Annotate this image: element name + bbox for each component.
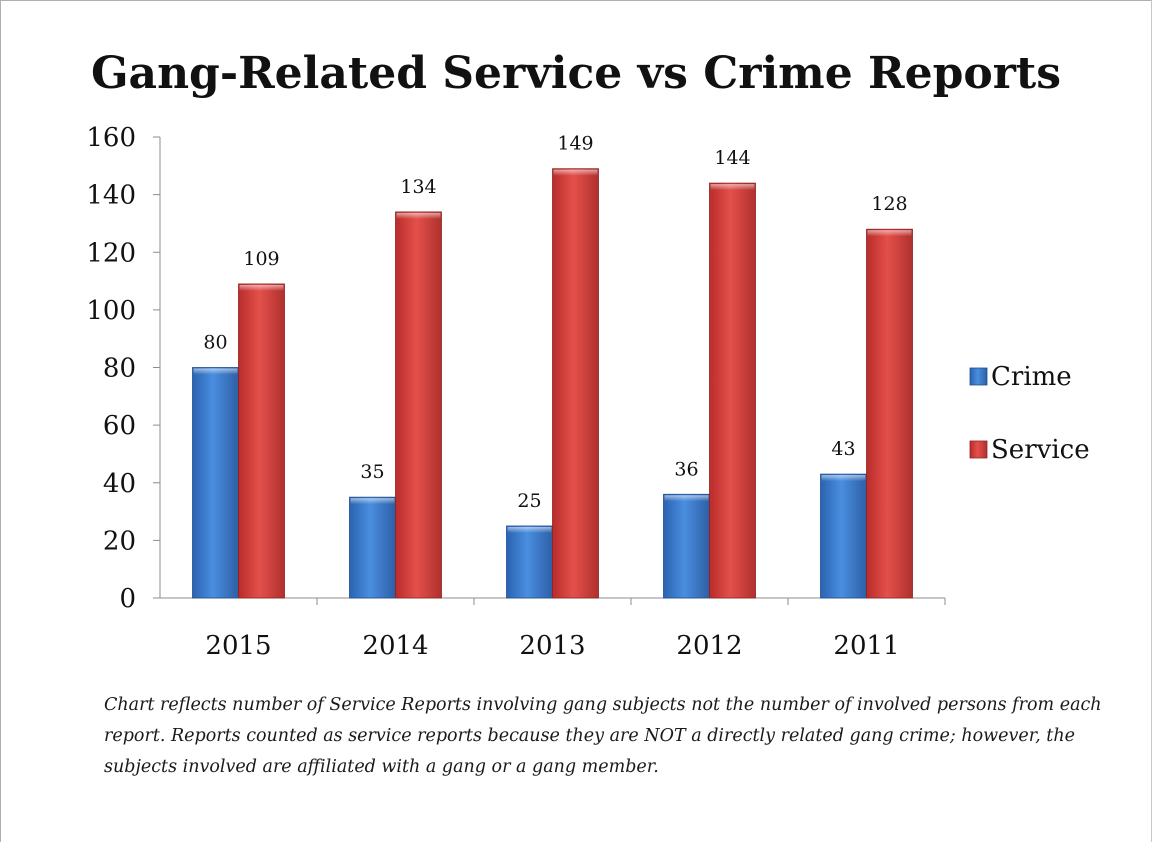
frame-left-border: [0, 0, 1, 842]
legend-label-crime: Crime: [991, 362, 1072, 392]
y-tick-label: 160: [86, 123, 136, 153]
legend-label-service: Service: [991, 435, 1090, 465]
data-label: 43: [831, 438, 855, 460]
bar-highlight: [239, 284, 284, 291]
bar-service: [552, 168, 599, 599]
y-tick-label: 0: [119, 584, 136, 614]
bar-highlight: [193, 368, 238, 375]
data-label: 109: [243, 248, 279, 270]
bar-service: [395, 211, 442, 599]
data-label: 25: [517, 490, 541, 512]
y-tick-label: 20: [103, 526, 136, 556]
bar-highlight: [710, 184, 755, 191]
data-label: 149: [557, 133, 593, 155]
y-tick-label: 80: [103, 354, 136, 384]
y-tick-label: 40: [103, 469, 136, 499]
bar-crime: [663, 493, 710, 599]
bar-highlight: [350, 498, 395, 505]
bar-highlight: [664, 495, 709, 502]
data-label: 36: [674, 458, 698, 480]
bar-crime: [820, 473, 867, 599]
x-tick-label: 2012: [676, 631, 742, 661]
x-tick-label: 2015: [205, 631, 271, 661]
x-tick-label: 2011: [833, 631, 899, 661]
bar-service: [866, 228, 913, 599]
bar-service: [238, 283, 285, 599]
bar-highlight: [821, 475, 866, 482]
y-tick-label: 120: [86, 238, 136, 268]
y-tick-label: 60: [103, 411, 136, 441]
bar-highlight: [867, 230, 912, 237]
legend-swatch-service: [969, 440, 988, 459]
bar-highlight: [396, 212, 441, 219]
y-tick-label: 140: [86, 181, 136, 211]
chart-footnote: Chart reflects number of Service Reports…: [104, 695, 1102, 777]
data-label: 128: [871, 193, 907, 215]
data-label: 134: [400, 176, 436, 198]
bar-crime: [192, 367, 239, 599]
data-label: 144: [714, 147, 750, 169]
chart-title: Gang-Related Service vs Crime Reports: [91, 48, 1061, 99]
legend-swatch-crime: [969, 367, 988, 386]
bar-chart: Gang-Related Service vs Crime Reports 0 2…: [86, 48, 1090, 661]
x-tick-label: 2014: [362, 631, 428, 661]
bar-crime: [349, 496, 396, 599]
bar-highlight: [507, 526, 552, 533]
bar-crime: [506, 525, 553, 599]
x-tick-label: 2013: [519, 631, 585, 661]
y-tick-label: 100: [86, 296, 136, 326]
data-label: 80: [203, 332, 227, 354]
bar-highlight: [553, 169, 598, 176]
bar-service: [709, 182, 756, 599]
data-label: 35: [360, 461, 384, 483]
frame-top-border: [0, 0, 1152, 1]
